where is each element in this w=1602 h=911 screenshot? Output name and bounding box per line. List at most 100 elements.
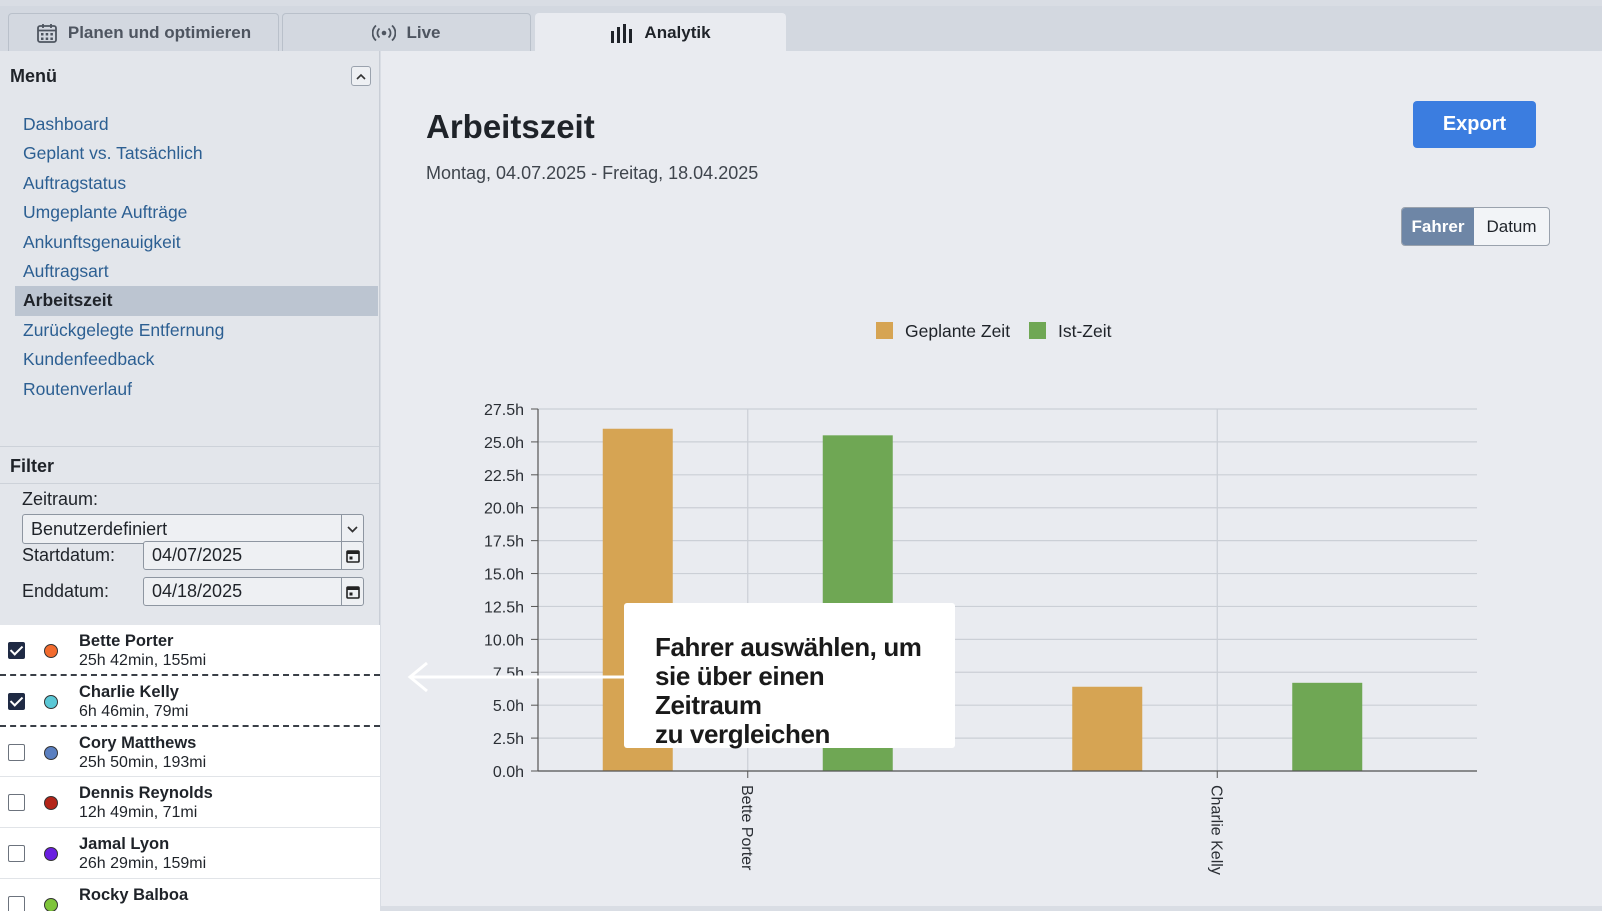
driver-color-dot (44, 796, 58, 811)
top-tab-bar: Planen und optimieren Live Analytik (0, 6, 1602, 51)
chevron-down-icon (341, 515, 363, 543)
legend-label: Ist-Zeit (1058, 321, 1112, 341)
toggle-fahrer[interactable]: Fahrer (1402, 208, 1475, 245)
menu-list: Dashboard Geplant vs. Tatsächlich Auftra… (15, 110, 378, 404)
driver-color-dot (44, 694, 58, 709)
driver-name: Charlie Kelly (79, 682, 179, 701)
driver-info: 25h 42min, 155mi (79, 652, 207, 669)
tab-label: Live (406, 22, 441, 42)
driver-info: 26h 29min, 159mi (79, 855, 207, 873)
menu-header: Menü (0, 51, 379, 101)
zeitraum-value: Benutzerdefiniert (31, 519, 168, 539)
calendar-icon[interactable] (341, 578, 363, 605)
page-title: Arbeitszeit (426, 108, 595, 145)
y-tick-label: 10.0h (484, 632, 524, 649)
driver-color-dot (44, 847, 58, 862)
legend-label: Geplante Zeit (905, 321, 1010, 341)
legend-swatch (876, 322, 893, 339)
driver-row-jamal-lyon[interactable]: Jamal Lyon 26h 29min, 159mi (0, 828, 380, 879)
menu-item-umgeplante-auftraege[interactable]: Umgeplante Aufträge (23, 202, 188, 223)
calendar-icon (36, 23, 57, 43)
collapse-button[interactable] (351, 66, 371, 86)
export-button[interactable]: Export (1413, 101, 1536, 148)
driver-checkbox[interactable] (8, 692, 25, 710)
startdatum-label: Startdatum: (22, 545, 116, 565)
tab-planen[interactable]: Planen und optimieren (8, 13, 279, 51)
x-tick-label: Charlie Kelly (1207, 785, 1224, 875)
driver-name: Bette Porter (79, 632, 174, 650)
driver-checkbox[interactable] (8, 642, 25, 659)
broadcast-icon (372, 24, 397, 41)
view-toggle: Fahrer Datum (1401, 207, 1550, 246)
y-tick-label: 22.5h (484, 468, 524, 485)
driver-name: Rocky Balboa (79, 885, 189, 904)
driver-name: Cory Matthews (79, 733, 197, 752)
tab-live[interactable]: Live (282, 13, 531, 51)
toggle-datum[interactable]: Datum (1486, 216, 1537, 236)
tab-analytik[interactable]: Analytik (535, 13, 786, 51)
tab-label: Analytik (644, 22, 711, 42)
legend-swatch (1029, 322, 1046, 339)
bar-chart-icon (611, 23, 633, 43)
driver-info: 12h 49min, 71mi (79, 804, 198, 822)
menu-item-routenverlauf[interactable]: Routenverlauf (23, 378, 132, 399)
main-content: Arbeitszeit Montag, 04.07.2025 - Freitag… (381, 51, 1602, 906)
driver-checkbox[interactable] (8, 794, 25, 812)
menu-item-auftragstatus[interactable]: Auftragstatus (23, 172, 127, 193)
bar-ist-zeit-1 (1292, 682, 1363, 771)
y-tick-label: 27.5h (484, 402, 524, 419)
bar-geplante-zeit-1 (1072, 686, 1143, 771)
driver-info: 25h 50min, 193mi (79, 753, 207, 771)
filter-header: Filter (0, 446, 379, 484)
y-tick-label: 20.0h (484, 501, 524, 518)
tab-label: Planen und optimieren (67, 22, 252, 42)
filter-title: Filter (10, 456, 55, 476)
driver-name: Dennis Reynolds (79, 784, 213, 803)
driver-row-rocky-balboa[interactable]: Rocky Balboa (0, 879, 380, 911)
menu-title: Menü (10, 66, 57, 86)
callout-line: zu vergleichen (655, 719, 831, 749)
y-tick-label: 15.0h (484, 567, 524, 584)
y-tick-label: 25.0h (484, 435, 524, 452)
driver-row-dennis-reynolds[interactable]: Dennis Reynolds 12h 49min, 71mi (0, 777, 380, 829)
zeitraum-select[interactable]: Benutzerdefiniert (22, 514, 364, 544)
menu-item-ankunftsgenauigkeit[interactable]: Ankunftsgenauigkeit (23, 231, 181, 252)
y-tick-label: 5.0h (493, 698, 524, 715)
enddatum-label: Enddatum: (22, 581, 110, 601)
sidebar: Menü Dashboard Geplant vs. Tatsächlich A… (0, 51, 380, 911)
menu-item-geplant-vs-tatsaechlich[interactable]: Geplant vs. Tatsächlich (23, 143, 203, 164)
hint-callout: Fahrer auswählen, um sie über einen Zeit… (624, 603, 955, 749)
driver-color-dot (44, 644, 58, 658)
driver-checkbox[interactable] (8, 743, 25, 761)
callout-line: sie über einen Zeitraum (655, 661, 825, 720)
enddatum-value: 04/18/2025 (152, 581, 243, 601)
menu-item-arbeitszeit[interactable]: Arbeitszeit (15, 286, 378, 316)
driver-checkbox[interactable] (8, 845, 25, 863)
zeitraum-label: Zeitraum: (22, 489, 99, 509)
driver-name: Jamal Lyon (79, 835, 170, 854)
driver-row-charlie-kelly[interactable]: Charlie Kelly 6h 46min, 79mi (0, 676, 380, 727)
menu-item-zurueckgelegte-entfernung[interactable]: Zurückgelegte Entfernung (23, 319, 225, 340)
driver-row-cory-matthews[interactable]: Cory Matthews 25h 50min, 193mi (0, 727, 380, 778)
menu-item-auftragsart[interactable]: Auftragsart (23, 260, 109, 281)
driver-row-bette-porter[interactable]: Bette Porter 25h 42min, 155mi (0, 625, 380, 676)
x-tick-label: Bette Porter (738, 785, 755, 871)
menu-item-kundenfeedback[interactable]: Kundenfeedback (23, 349, 155, 370)
y-tick-label: 7.5h (493, 665, 524, 682)
y-tick-label: 17.5h (484, 534, 524, 551)
menu-item-dashboard[interactable]: Dashboard (23, 114, 109, 134)
startdatum-value: 04/07/2025 (152, 545, 243, 565)
calendar-icon[interactable] (341, 542, 363, 569)
chevron-up-icon (356, 73, 366, 80)
driver-checkbox[interactable] (8, 895, 25, 911)
y-tick-label: 0.0h (493, 764, 524, 781)
y-tick-label: 2.5h (493, 731, 524, 748)
driver-info: 6h 46min, 79mi (79, 702, 189, 720)
startdatum-input[interactable]: 04/07/2025 (143, 541, 364, 570)
date-range: Montag, 04.07.2025 - Freitag, 18.04.2025 (426, 163, 759, 183)
enddatum-input[interactable]: 04/18/2025 (143, 577, 364, 606)
driver-color-dot (44, 745, 58, 760)
callout-line: Fahrer auswählen, um (655, 632, 922, 662)
driver-list: Bette Porter 25h 42min, 155mi Charlie Ke… (0, 625, 380, 911)
